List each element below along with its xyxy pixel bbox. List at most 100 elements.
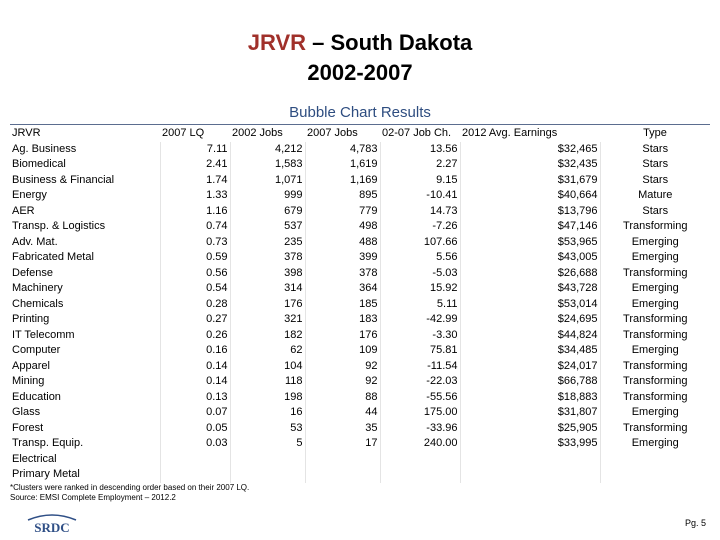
cluster-type: Emerging [631,251,679,263]
table-row: AER 1.16 679 779 14.73 $13,796 Stars [10,203,710,219]
jobs-2002: 314 [230,281,306,297]
job-change: -22.03 [380,374,461,390]
table-row: Education 0.13 198 88 -55.56 $18,883 Transform… [10,389,710,405]
table-row: Electrical [10,451,710,467]
jobs-2007: 1,619 [305,157,381,173]
job-change: -10.41 [380,188,461,204]
table-row: Energy 1.33 999 895 -10.41 $40,664 Mature [10,188,710,204]
jobs-2002: 1,071 [230,172,306,188]
cluster-type: Emerging [631,282,679,294]
jobs-2007: 364 [305,281,381,297]
jobs-2002: 378 [230,250,306,266]
cluster-type: Emerging [631,437,679,449]
table-row: IT Telecomm 0.26 182 176 -3.30 $44,824 Transfo… [10,327,710,343]
job-change: 175.00 [380,405,461,421]
jobs-2002: 321 [230,312,306,328]
cluster-name: AER [10,203,161,219]
jobs-2007 [305,467,381,483]
jobs-2002: 679 [230,203,306,219]
avg-earnings: $33,995 [460,436,601,452]
footnote-source: Source: EMSI Complete Employment – 2012.… [10,493,176,502]
cluster-type: Stars [642,158,669,170]
cluster-name: Electrical [10,451,161,467]
lq-value: 1.16 [160,203,231,219]
avg-earnings: $53,014 [460,296,601,312]
job-change: 5.11 [380,296,461,312]
col-header-earnings: 2012 Avg. Earnings [462,127,558,139]
cluster-table: JRVR 2007 LQ 2002 Jobs 2007 Jobs 02-07 J… [10,126,710,483]
job-change [380,467,461,483]
job-change: 13.56 [380,141,461,157]
lq-value: 0.74 [160,219,231,235]
cluster-type: Stars [642,204,669,217]
table-row: Defense 0.56 398 378 -5.03 $26,688 Transformin… [10,265,710,281]
cluster-type: Stars [642,142,669,155]
jobs-2007: 779 [305,203,381,219]
table-row: Adv. Mat. 0.73 235 488 107.66 $53,965 Emerging [10,234,710,250]
table-row: Computer 0.16 62 109 75.81 $34,485 Emerging [10,343,710,359]
lq-value: 2.41 [160,157,231,173]
job-change: 15.92 [380,281,461,297]
job-change: -55.56 [380,389,461,405]
col-header-2007-jobs: 2007 Jobs [307,127,358,139]
job-change: -42.99 [380,312,461,328]
slide-title: JRVR – South Dakota 2002-2007 [0,28,720,88]
table-row: Glass 0.07 16 44 175.00 $31,807 Emerging [10,405,710,421]
jobs-2002: 53 [230,420,306,436]
cluster-name: Biomedical [10,157,161,173]
header-rule [10,124,710,125]
job-change: -5.03 [380,265,461,281]
cluster-name: Machinery [10,281,161,297]
jobs-2007: 185 [305,296,381,312]
avg-earnings: $43,005 [460,250,601,266]
cluster-name: Primary Metal [10,467,161,483]
jobs-2002: 398 [230,265,306,281]
cluster-type [600,467,710,483]
avg-earnings: $18,883 [460,389,601,405]
lq-value: 7.11 [160,141,231,157]
job-change: -33.96 [380,420,461,436]
jobs-2007: 17 [305,436,381,452]
title-accent: JRVR [247,30,307,55]
avg-earnings [460,451,601,467]
cluster-type: Emerging [631,297,679,310]
cluster-type: Emerging [631,344,679,356]
cluster-type: Transforming [623,421,688,434]
col-header-cluster: JRVR [12,127,41,139]
jobs-2002: 182 [230,327,306,343]
jobs-2002: 5 [230,436,306,452]
table-row: Forest 0.05 53 35 -33.96 $25,905 Transforming [10,420,710,436]
table-row: Transp. & Logistics 0.74 537 498 -7.26 $47,14… [10,219,710,235]
avg-earnings: $31,679 [460,172,601,188]
col-header-job-change: 02-07 Job Ch. [382,127,452,139]
job-change: 9.15 [380,172,461,188]
lq-value: 0.07 [160,405,231,421]
table-row: Machinery 0.54 314 364 15.92 $43,728 Emerging [10,281,710,297]
cluster-type: Emerging [631,235,679,248]
logo-text: SRDC [34,520,69,535]
cluster-type: Emerging [631,406,679,418]
avg-earnings: $44,824 [460,327,601,343]
cluster-name: Energy [10,188,161,204]
title-rest: – South Dakota [306,30,473,55]
cluster-type: Mature [638,189,673,201]
jobs-2007 [305,451,381,467]
jobs-2002: 198 [230,389,306,405]
lq-value: 0.54 [160,281,231,297]
cluster-name: Glass [10,405,161,421]
lq-value: 0.03 [160,436,231,452]
cluster-name: Chemicals [10,296,161,312]
lq-value: 0.14 [160,358,231,374]
jobs-2002: 104 [230,358,306,374]
lq-value: 0.26 [160,327,231,343]
cluster-type: Transforming [623,375,688,387]
jobs-2002: 1,583 [230,157,306,173]
lq-value: 0.05 [160,420,231,436]
table-row: Primary Metal [10,467,710,483]
lq-value: 0.73 [160,234,231,250]
avg-earnings: $24,017 [460,358,601,374]
footnote-ranking: *Clusters were ranked in descending orde… [10,483,250,492]
lq-value: 0.13 [160,389,231,405]
job-change: 5.56 [380,250,461,266]
avg-earnings [460,467,601,483]
